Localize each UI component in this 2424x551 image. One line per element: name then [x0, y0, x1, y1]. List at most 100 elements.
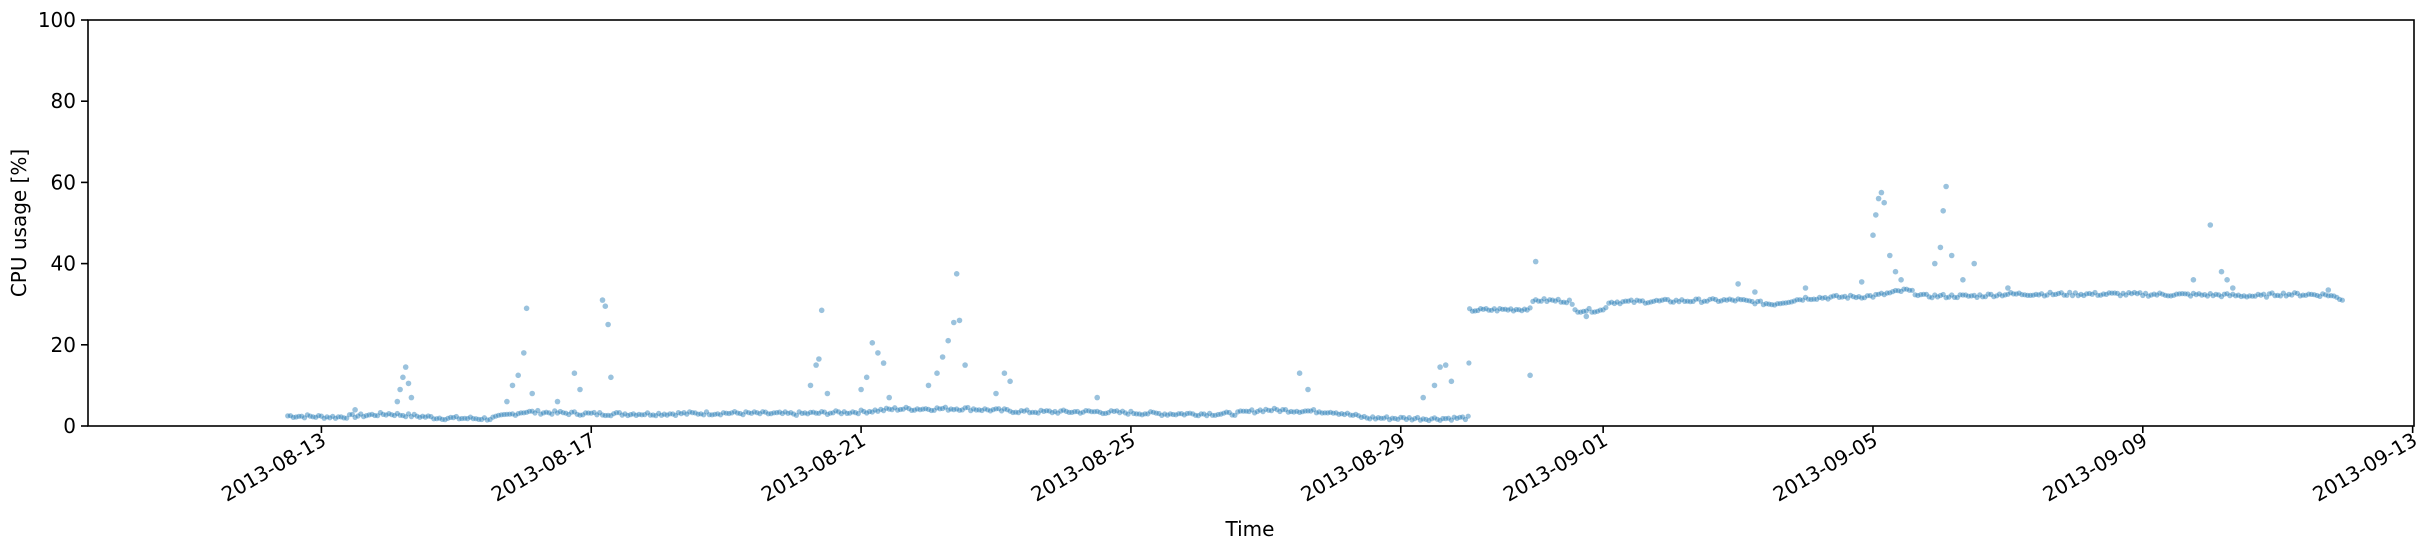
data-point: [2221, 291, 2227, 297]
data-point: [2218, 294, 2225, 300]
data-point: [1912, 292, 1918, 298]
data-point: [1046, 408, 1052, 414]
data-point: [1628, 297, 1634, 303]
data-point: [355, 413, 361, 419]
data-point: [1375, 415, 1381, 421]
data-point: [656, 410, 662, 416]
data-point: [2308, 291, 2315, 297]
data-point: [1412, 416, 1418, 422]
data-point: [2238, 293, 2244, 300]
data-point: [560, 410, 566, 416]
data-point: [1277, 408, 1283, 415]
data-point: [540, 410, 547, 416]
y-tick-label: 20: [51, 333, 76, 357]
data-point: [864, 410, 870, 416]
data-point: [689, 410, 696, 416]
data-point: [2168, 293, 2174, 299]
data-point: [557, 408, 563, 415]
data-point: [2106, 290, 2112, 296]
data-point: [2078, 291, 2084, 297]
data-point: [372, 412, 378, 419]
data-point: [580, 412, 586, 418]
data-point: [906, 406, 912, 412]
outlier-point: [2207, 222, 2214, 228]
data-point: [1698, 299, 1705, 305]
data-point: [1229, 412, 1235, 418]
data-point: [2263, 294, 2270, 300]
data-point: [1041, 408, 1047, 414]
data-point: [1822, 294, 1828, 301]
data-point: [400, 412, 406, 419]
data-point: [1409, 417, 1415, 423]
data-point: [467, 414, 473, 420]
data-point: [1212, 412, 1218, 418]
data-point: [1811, 296, 1817, 302]
data-point: [1673, 297, 1679, 303]
outlier-point: [2190, 277, 2197, 283]
data-point: [1361, 413, 1367, 420]
data-point: [2027, 292, 2033, 298]
data-point: [1901, 286, 1907, 292]
data-point: [1246, 408, 1252, 415]
data-point: [1173, 412, 1179, 418]
data-point: [1921, 291, 1927, 297]
data-point: [332, 415, 339, 421]
data-point: [2272, 293, 2278, 299]
data-point: [1367, 416, 1373, 422]
outlier-point: [1887, 252, 1893, 259]
data-point: [2039, 291, 2045, 297]
data-point: [476, 416, 482, 422]
data-point: [942, 404, 949, 410]
outlier-point: [1431, 382, 1438, 389]
data-point: [383, 412, 389, 418]
data-point: [2064, 292, 2070, 298]
data-point: [844, 410, 850, 416]
data-point: [1221, 410, 1227, 416]
outlier-point: [934, 370, 940, 377]
data-point: [1994, 293, 2000, 299]
outlier-point: [1442, 362, 1449, 368]
data-point: [1125, 411, 1131, 417]
outlier-point: [1007, 378, 1013, 385]
data-point: [1282, 407, 1289, 413]
data-point: [625, 412, 631, 419]
outlier-point: [1948, 252, 1955, 259]
data-point: [1190, 411, 1196, 417]
outlier-point: [858, 386, 864, 393]
data-point: [2190, 290, 2196, 296]
data-point: [2081, 292, 2087, 299]
data-point: [1971, 292, 1977, 298]
data-point: [1193, 412, 1199, 418]
data-point: [571, 409, 578, 415]
data-point: [1316, 409, 1322, 415]
data-point: [1389, 415, 1395, 421]
data-point: [760, 409, 766, 415]
data-point: [698, 411, 704, 417]
data-point: [611, 411, 617, 417]
data-point: [2033, 291, 2039, 297]
data-point: [976, 407, 982, 413]
outlier-point: [1437, 364, 1443, 370]
data-point: [538, 411, 544, 417]
outlier-point: [521, 350, 527, 356]
data-point: [1392, 415, 1398, 422]
data-point: [2114, 290, 2121, 296]
data-point: [1949, 292, 1955, 298]
data-point: [782, 409, 788, 415]
data-point: [968, 408, 974, 414]
data-point: [2224, 291, 2230, 297]
outlier-point: [1448, 378, 1455, 385]
data-point: [1729, 297, 1735, 303]
outlier-point: [523, 305, 530, 312]
data-point: [1417, 417, 1423, 423]
data-point: [591, 409, 597, 416]
data-point: [394, 410, 400, 417]
data-point: [1755, 298, 1761, 305]
data-point: [436, 415, 443, 421]
outlier-point: [515, 372, 521, 379]
data-point: [675, 410, 682, 416]
data-point: [290, 414, 296, 420]
data-point: [2227, 293, 2233, 299]
data-point: [743, 409, 749, 415]
data-point: [490, 414, 496, 420]
